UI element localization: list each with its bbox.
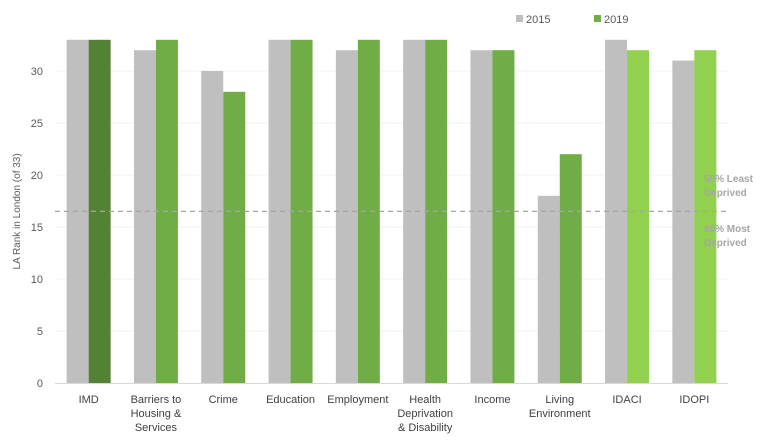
bar-2019 [357, 39, 380, 384]
bar-2019 [694, 50, 717, 383]
reference-label-most-deprived: Deprived [704, 238, 747, 249]
x-tick-label: Crime [209, 394, 238, 406]
bar-2015 [403, 39, 426, 384]
y-tick-label: 0 [37, 378, 43, 390]
bar-2015 [672, 60, 695, 383]
x-tick-label: Education [266, 394, 315, 406]
y-tick-label: 20 [31, 170, 43, 182]
x-tick-label: IMD [79, 394, 99, 406]
legend-swatch-2019 [594, 15, 601, 22]
y-axis-label: LA Rank in London (of 33) [12, 153, 23, 269]
legend-swatch-2015 [516, 15, 523, 22]
bar-2015 [470, 50, 493, 383]
x-tick-label: Barriers to [131, 394, 182, 406]
bar-2019 [492, 50, 515, 383]
y-tick-label: 10 [31, 274, 43, 286]
x-tick-label: Income [474, 394, 510, 406]
x-tick-label: Living [545, 394, 574, 406]
bar-2019 [88, 39, 111, 384]
x-tick-label: Environment [529, 408, 591, 420]
x-tick-label: Housing & [131, 408, 182, 420]
bar-2015 [133, 50, 156, 383]
x-tick-label: IDOPI [679, 394, 709, 406]
y-tick-label: 15 [31, 222, 43, 234]
bar-2019 [223, 91, 246, 384]
bar-2015 [268, 39, 291, 384]
x-tick-label: Employment [327, 394, 388, 406]
y-tick-label: 5 [37, 326, 43, 338]
reference-label-least-deprived: Deprived [704, 188, 747, 199]
bar-2019 [559, 154, 582, 383]
x-tick-label: Deprivation [397, 408, 453, 420]
y-tick-label: 25 [31, 118, 43, 130]
x-tick-label: IDACI [612, 394, 641, 406]
bar-2015 [201, 71, 224, 383]
x-tick-label: & Disability [398, 422, 453, 434]
y-tick-label: 30 [31, 66, 43, 78]
x-tick-label: Services [135, 422, 178, 434]
reference-label-most-deprived: 50% Most [704, 224, 751, 235]
bar-2015 [537, 195, 560, 383]
legend-label-2015: 2015 [526, 14, 550, 26]
x-tick-label: Health [409, 394, 441, 406]
reference-label-least-deprived: 50% Least [704, 174, 754, 185]
bar-2015 [335, 50, 358, 383]
legend-label-2019: 2019 [604, 14, 628, 26]
bar-2019 [627, 50, 650, 383]
